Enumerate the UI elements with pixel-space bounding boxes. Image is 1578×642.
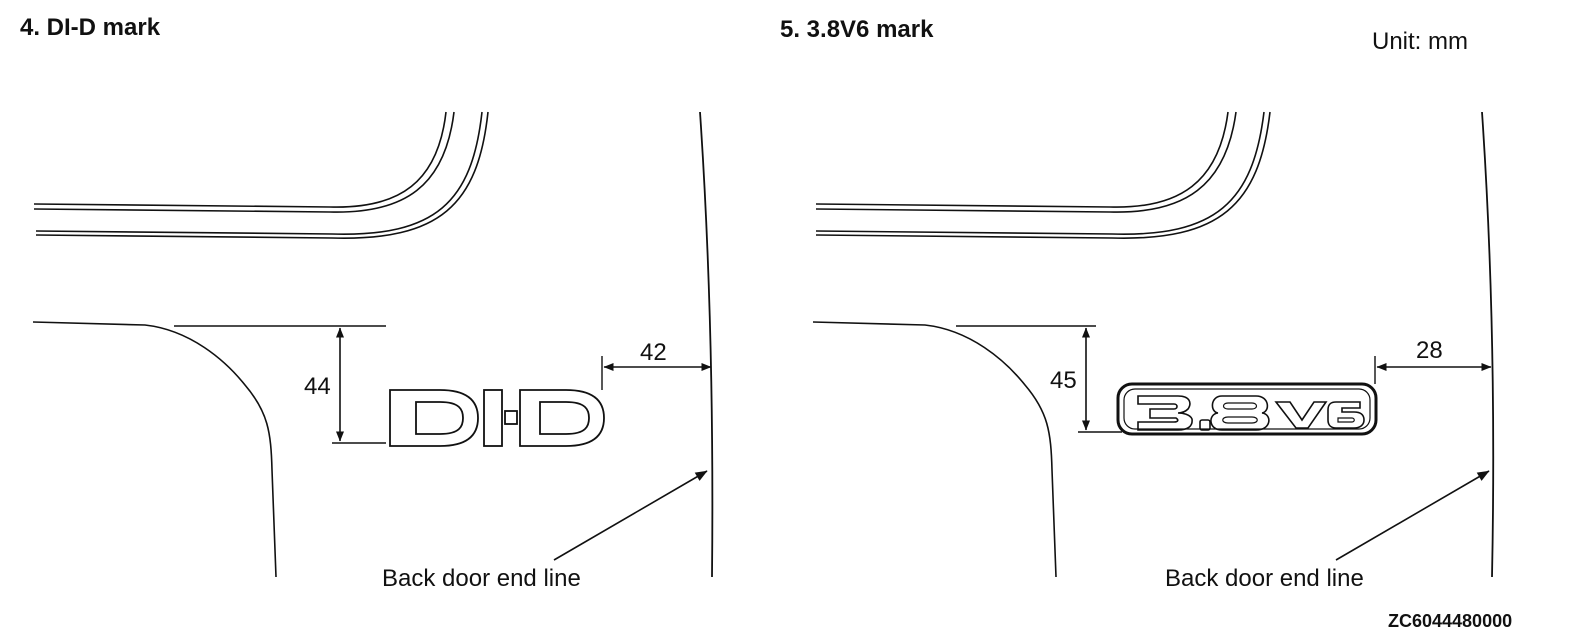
window-outline-inner-1 — [35, 111, 489, 239]
offset-dimension-label: 42 — [640, 339, 667, 366]
leader-arrow — [553, 470, 708, 561]
back-door-end-line — [1481, 111, 1495, 578]
panel-title-did: 4. DI-D mark — [20, 14, 161, 41]
leader-label: Back door end line — [1165, 565, 1364, 592]
window-outline-outer-2 — [33, 111, 447, 208]
leader-label: Back door end line — [382, 565, 581, 592]
height-dimension-label: 45 — [1050, 367, 1077, 394]
body-panel-contour — [812, 321, 1057, 578]
body-panel-contour — [32, 321, 277, 578]
offset-dimension-label: 28 — [1416, 337, 1443, 364]
panel-did — [32, 111, 714, 578]
panel-38v6 — [812, 111, 1495, 578]
did-badge — [389, 389, 605, 447]
window-outline-outer — [815, 111, 1237, 213]
window-outline-outer — [33, 111, 455, 213]
leader-arrow — [1335, 470, 1490, 561]
height-dimension-label: 44 — [304, 373, 331, 400]
window-outline-inner-2 — [35, 111, 483, 235]
badge-38v6 — [1116, 382, 1378, 436]
figure-code: ZC6044480000 — [1388, 611, 1513, 631]
window-outline-outer-2 — [815, 111, 1229, 208]
unit-label: Unit: mm — [1372, 28, 1468, 55]
panel-title-38v6: 5. 3.8V6 mark — [780, 16, 934, 43]
back-door-end-line — [699, 111, 714, 578]
window-outline-inner-1 — [815, 111, 1271, 239]
window-outline-inner-2 — [815, 111, 1265, 235]
